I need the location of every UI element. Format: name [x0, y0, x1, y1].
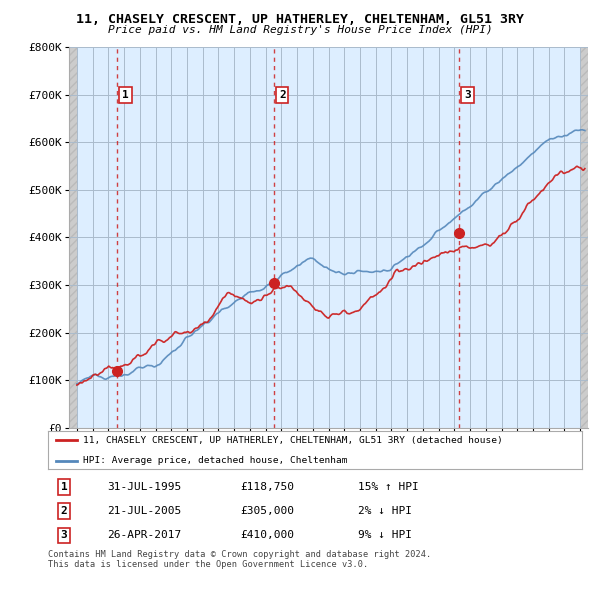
- Text: 2% ↓ HPI: 2% ↓ HPI: [358, 506, 412, 516]
- Text: £305,000: £305,000: [240, 506, 294, 516]
- Text: 31-JUL-1995: 31-JUL-1995: [107, 482, 181, 491]
- Text: Price paid vs. HM Land Registry's House Price Index (HPI): Price paid vs. HM Land Registry's House …: [107, 25, 493, 35]
- Text: 2: 2: [279, 90, 286, 100]
- Bar: [69, 47, 77, 428]
- Text: 3: 3: [61, 530, 67, 540]
- Text: 1: 1: [122, 90, 129, 100]
- Text: 26-APR-2017: 26-APR-2017: [107, 530, 181, 540]
- Bar: [580, 47, 588, 428]
- Text: Contains HM Land Registry data © Crown copyright and database right 2024.
This d: Contains HM Land Registry data © Crown c…: [48, 550, 431, 569]
- Text: 11, CHASELY CRESCENT, UP HATHERLEY, CHELTENHAM, GL51 3RY: 11, CHASELY CRESCENT, UP HATHERLEY, CHEL…: [76, 13, 524, 26]
- Text: £118,750: £118,750: [240, 482, 294, 491]
- Text: 15% ↑ HPI: 15% ↑ HPI: [358, 482, 418, 491]
- Text: HPI: Average price, detached house, Cheltenham: HPI: Average price, detached house, Chel…: [83, 456, 347, 465]
- Text: 3: 3: [464, 90, 471, 100]
- Text: 9% ↓ HPI: 9% ↓ HPI: [358, 530, 412, 540]
- Text: 2: 2: [61, 506, 67, 516]
- Text: £410,000: £410,000: [240, 530, 294, 540]
- Text: 21-JUL-2005: 21-JUL-2005: [107, 506, 181, 516]
- Text: 1: 1: [61, 482, 67, 491]
- Text: 11, CHASELY CRESCENT, UP HATHERLEY, CHELTENHAM, GL51 3RY (detached house): 11, CHASELY CRESCENT, UP HATHERLEY, CHEL…: [83, 436, 502, 445]
